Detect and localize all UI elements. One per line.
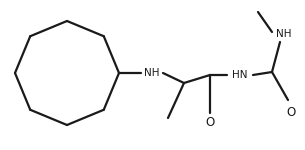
Text: O: O	[286, 105, 296, 118]
Text: O: O	[205, 116, 215, 129]
Text: NH: NH	[276, 29, 292, 39]
Text: NH: NH	[144, 68, 160, 78]
Text: HN: HN	[232, 70, 248, 80]
